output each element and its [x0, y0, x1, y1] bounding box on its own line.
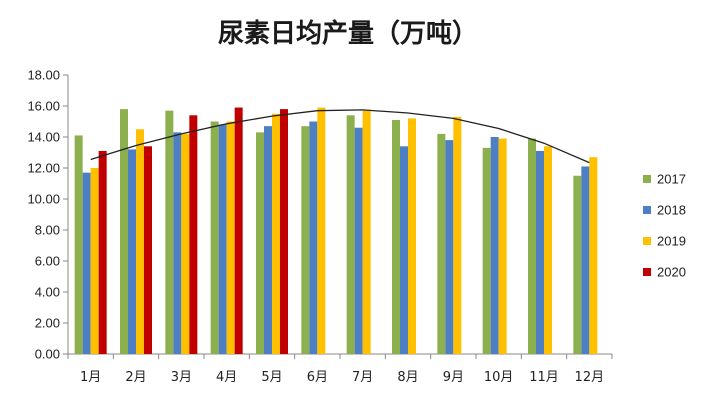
- x-tick-label: 6月: [307, 370, 328, 385]
- chart-title: 尿素日均产量（万吨）: [218, 19, 478, 49]
- y-tick-label: 4.00: [35, 285, 60, 300]
- y-tick-label: 16.00: [27, 99, 60, 114]
- bar-2018-3月: [173, 132, 182, 354]
- x-tick-label: 9月: [443, 370, 464, 385]
- bar-2020-3月: [189, 115, 198, 354]
- bar-2019-5月: [272, 113, 280, 354]
- bar-2020-1月: [98, 150, 107, 354]
- bar-2017-5月: [256, 132, 264, 354]
- bar-2019-3月: [181, 133, 190, 354]
- legend-label-2017: 2017: [657, 172, 686, 187]
- bar-2019-12月: [589, 157, 598, 354]
- bar-2017-6月: [301, 126, 310, 355]
- bar-2019-11月: [544, 146, 552, 354]
- trend-line: [90, 109, 590, 164]
- bar-2018-5月: [264, 126, 272, 355]
- y-tick-label: 6.00: [35, 254, 60, 269]
- y-tick-label: 14.00: [27, 130, 60, 145]
- bar-2018-2月: [128, 149, 136, 354]
- bar-2018-7月: [354, 127, 363, 354]
- x-tick-label: 7月: [352, 370, 373, 385]
- y-tick-label: 8.00: [35, 223, 60, 238]
- x-tick-label: 4月: [216, 370, 237, 385]
- y-tick-label: 18.00: [27, 68, 60, 83]
- bar-2020-4月: [234, 107, 243, 354]
- bar-2017-4月: [210, 121, 219, 354]
- legend: 2017 2018 2019 2020: [643, 172, 686, 280]
- x-tick-label: 8月: [397, 370, 418, 385]
- x-tick-label: 3月: [171, 370, 192, 385]
- legend-label-2020: 2020: [657, 265, 686, 280]
- bar-2020-2月: [144, 146, 152, 354]
- bar-2019-1月: [90, 168, 99, 354]
- bar-2017-2月: [120, 109, 128, 354]
- bar-2018-8月: [400, 146, 408, 354]
- trendline: [90, 109, 590, 164]
- legend-swatch-2020: [643, 268, 651, 276]
- legend-label-2018: 2018: [657, 203, 686, 218]
- x-tick-label: 10月: [484, 370, 514, 385]
- bar-2017-3月: [165, 110, 174, 355]
- bar-2018-10月: [490, 137, 499, 354]
- x-tick-label: 1月: [80, 370, 101, 385]
- bar-2019-4月: [226, 121, 235, 354]
- bars: [74, 107, 598, 355]
- bar-2017-7月: [346, 115, 355, 354]
- bar-2019-7月: [362, 110, 371, 355]
- legend-swatch-2017: [643, 175, 651, 183]
- x-tick-label: 5月: [261, 370, 282, 385]
- bar-2017-1月: [74, 135, 83, 354]
- legend-label-2019: 2019: [657, 234, 686, 249]
- legend-swatch-2018: [643, 206, 651, 214]
- bar-2019-2月: [136, 129, 144, 354]
- bar-2018-1月: [82, 172, 91, 354]
- bar-2017-8月: [392, 119, 400, 354]
- bar-2020-5月: [280, 109, 288, 354]
- bar-2018-9月: [445, 140, 454, 354]
- x-tick-label: 2月: [125, 370, 146, 385]
- bar-2019-8月: [408, 118, 416, 355]
- bar-2017-12月: [573, 175, 582, 354]
- bar-2017-11月: [528, 138, 536, 354]
- bar-2017-10月: [482, 147, 491, 354]
- legend-swatch-2019: [643, 237, 651, 245]
- bar-2018-4月: [218, 124, 227, 354]
- x-tick-label: 12月: [575, 370, 605, 385]
- x-tick-label: 11月: [529, 370, 559, 385]
- bar-2017-9月: [437, 133, 446, 354]
- bar-2018-11月: [536, 150, 544, 354]
- bar-2018-6月: [309, 121, 318, 354]
- bar-2019-6月: [317, 107, 326, 354]
- axes: 18.00 16.00 14.00 12.00 10.00 8.00 6.00 4.00 2.0…: [27, 68, 613, 385]
- y-tick-label: 12.00: [27, 161, 60, 176]
- bar-2018-12月: [581, 166, 590, 354]
- y-tick-label: 0.00: [35, 347, 60, 362]
- y-tick-label: 2.00: [35, 316, 60, 331]
- bar-2019-10月: [498, 138, 507, 354]
- bar-2019-9月: [453, 116, 462, 354]
- y-tick-label: 10.00: [27, 192, 60, 207]
